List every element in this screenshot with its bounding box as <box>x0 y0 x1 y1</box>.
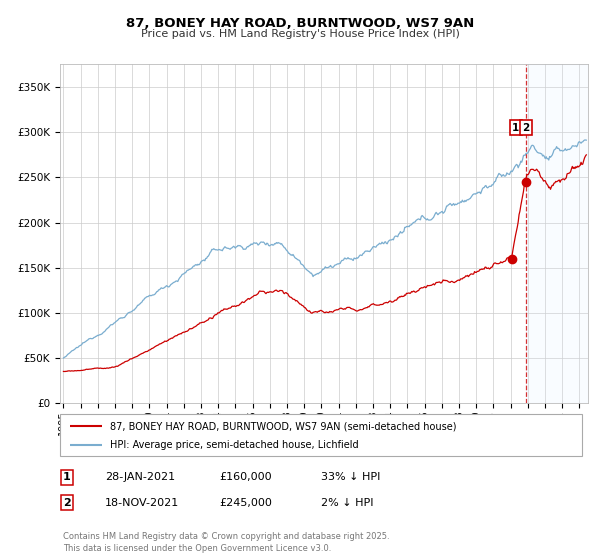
Text: 18-NOV-2021: 18-NOV-2021 <box>105 498 179 508</box>
Bar <box>526 64 588 403</box>
Text: 87, BONEY HAY ROAD, BURNTWOOD, WS7 9AN: 87, BONEY HAY ROAD, BURNTWOOD, WS7 9AN <box>126 17 474 30</box>
Text: 2% ↓ HPI: 2% ↓ HPI <box>321 498 373 508</box>
Text: 28-JAN-2021: 28-JAN-2021 <box>105 472 175 482</box>
Text: Contains HM Land Registry data © Crown copyright and database right 2025.
This d: Contains HM Land Registry data © Crown c… <box>63 532 389 553</box>
Text: 2: 2 <box>522 123 530 133</box>
Text: 33% ↓ HPI: 33% ↓ HPI <box>321 472 380 482</box>
Text: 1: 1 <box>512 123 520 133</box>
Text: £245,000: £245,000 <box>219 498 272 508</box>
Text: HPI: Average price, semi-detached house, Lichfield: HPI: Average price, semi-detached house,… <box>110 440 358 450</box>
Text: 1: 1 <box>63 472 71 482</box>
Text: Price paid vs. HM Land Registry's House Price Index (HPI): Price paid vs. HM Land Registry's House … <box>140 29 460 39</box>
Text: 2: 2 <box>63 498 71 508</box>
Text: 87, BONEY HAY ROAD, BURNTWOOD, WS7 9AN (semi-detached house): 87, BONEY HAY ROAD, BURNTWOOD, WS7 9AN (… <box>110 421 456 431</box>
Text: £160,000: £160,000 <box>219 472 272 482</box>
